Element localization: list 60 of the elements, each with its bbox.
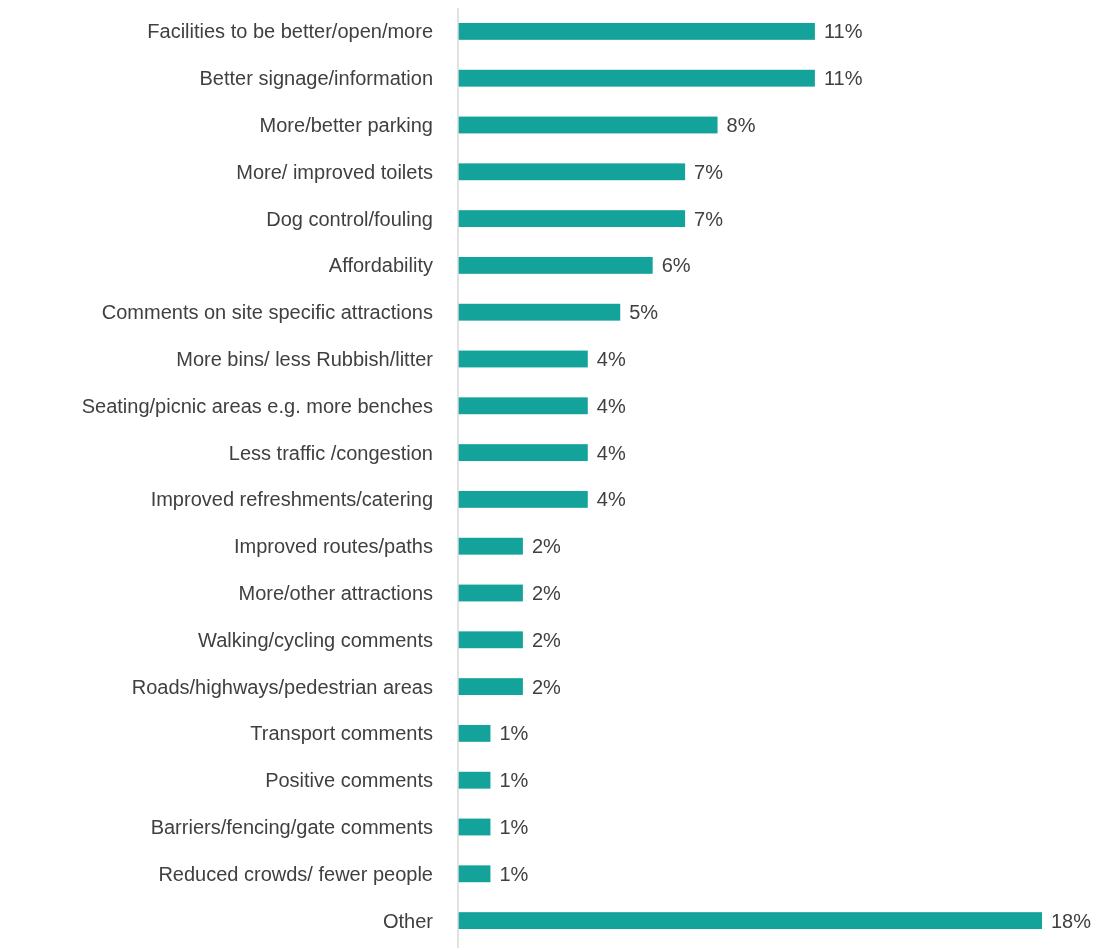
data-label: 4% — [596, 441, 626, 464]
data-label: 4% — [596, 394, 626, 417]
bar — [458, 490, 588, 508]
data-label: 2% — [531, 582, 562, 604]
bar — [458, 116, 718, 134]
bar — [458, 256, 653, 274]
data-label: 5% — [629, 301, 659, 324]
y-tick-label: More/better parking — [259, 114, 433, 136]
y-tick-label: More/other attractions — [238, 582, 433, 604]
bar — [458, 210, 686, 228]
bar — [458, 163, 686, 181]
y-tick-label: Facilities to be better/open/more — [147, 20, 433, 43]
data-label: 7% — [694, 160, 724, 183]
y-tick-label: Barriers/fencing/gate comments — [150, 816, 433, 838]
bar — [458, 537, 523, 555]
bar — [458, 350, 588, 368]
y-tick-label: Better signage/information — [199, 67, 433, 90]
y-tick-label: Comments on site specific attractions — [101, 301, 433, 324]
y-tick-label: Positive comments — [265, 769, 433, 792]
bar — [458, 584, 523, 602]
bar — [458, 771, 491, 789]
data-label: 1% — [499, 769, 529, 792]
y-tick-label: More bins/ less Rubbish/litter — [176, 348, 434, 370]
data-label: 11% — [823, 67, 863, 90]
data-label: 4% — [596, 488, 626, 511]
y-tick-label: Dog control/fouling — [266, 207, 433, 230]
data-label: 4% — [596, 348, 626, 370]
bar — [458, 724, 491, 742]
bar — [458, 69, 815, 87]
y-tick-label: Walking/cycling comments — [198, 628, 433, 651]
data-label: 8% — [726, 114, 756, 136]
y-tick-label: Reduced crowds/ fewer people — [158, 862, 433, 885]
y-tick-label: Improved refreshments/catering — [150, 488, 433, 511]
bar — [458, 678, 523, 696]
data-label: 18% — [1051, 909, 1092, 932]
data-label: 1% — [499, 816, 529, 838]
bar — [458, 444, 588, 462]
data-label: 1% — [499, 862, 529, 885]
y-tick-label: Affordability — [328, 254, 433, 277]
y-tick-label: Seating/picnic areas e.g. more benches — [81, 394, 433, 417]
bar — [458, 303, 621, 321]
y-tick-label: More/ improved toilets — [236, 160, 433, 183]
data-label: 1% — [499, 722, 529, 745]
data-label: 7% — [694, 207, 724, 230]
bar — [458, 865, 491, 883]
y-tick-label: Transport comments — [250, 722, 433, 745]
bar — [458, 818, 491, 836]
data-label: 6% — [661, 254, 691, 277]
y-tick-label: Other — [382, 909, 434, 932]
y-tick-label: Improved routes/paths — [234, 535, 433, 558]
bar — [458, 397, 588, 415]
bar — [458, 631, 523, 649]
y-tick-label: Less traffic /congestion — [228, 441, 433, 464]
bar — [458, 912, 1042, 930]
data-label: 2% — [531, 535, 562, 558]
data-label: 2% — [531, 675, 562, 698]
data-label: 2% — [531, 628, 562, 651]
data-label: 11% — [823, 20, 863, 43]
y-tick-label: Roads/highways/pedestrian areas — [131, 675, 433, 698]
bar — [458, 22, 815, 40]
